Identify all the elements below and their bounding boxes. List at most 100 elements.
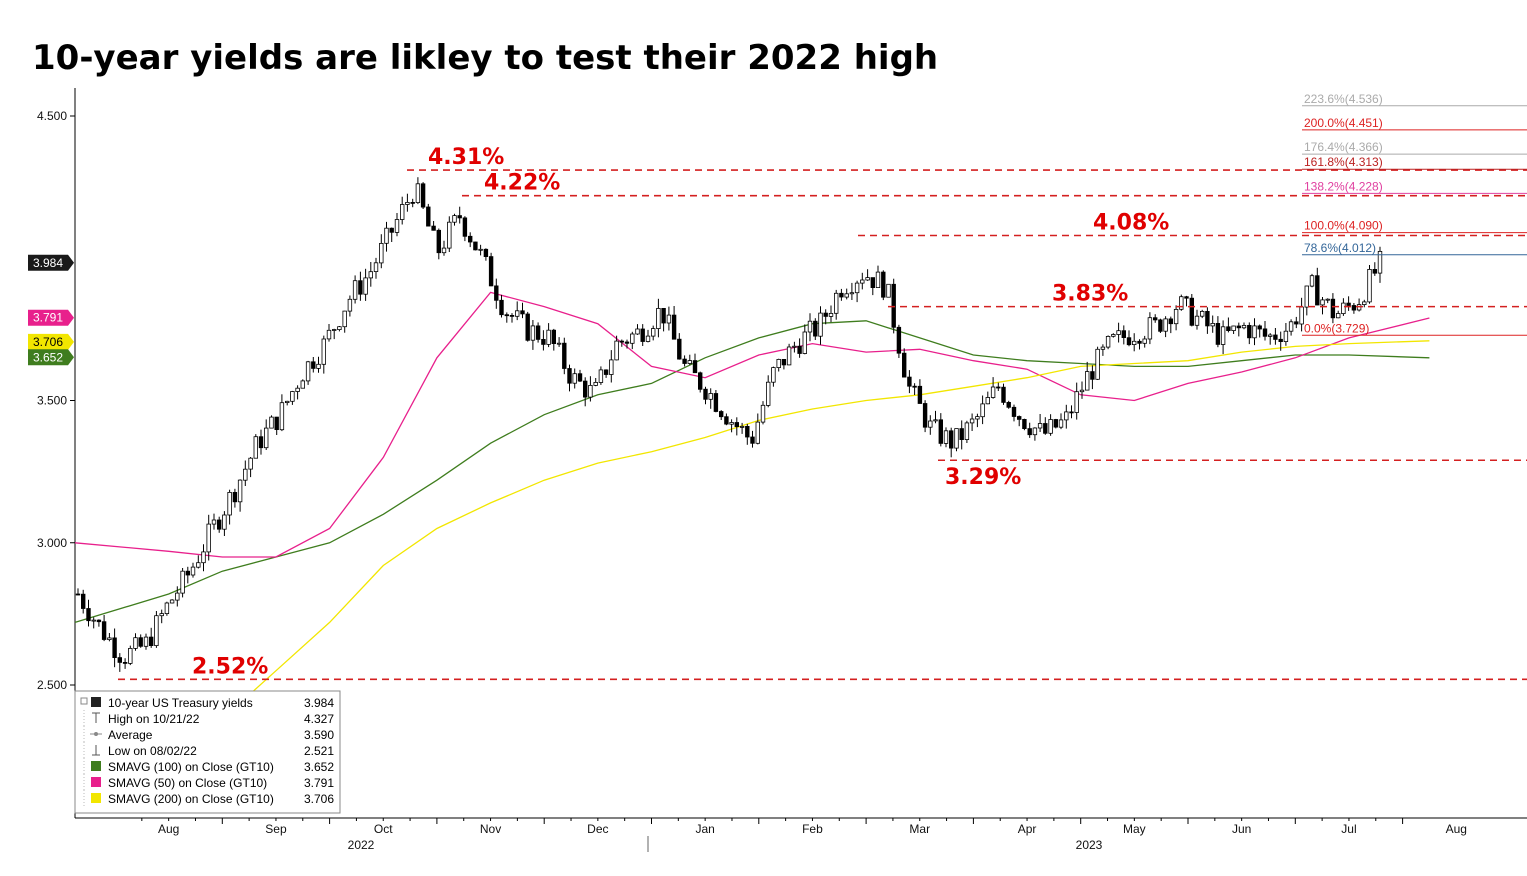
candle-body xyxy=(1257,325,1262,330)
candle-body xyxy=(645,335,651,342)
candle-body xyxy=(1330,298,1336,319)
candle-body xyxy=(1069,411,1074,414)
candle-body xyxy=(875,271,881,289)
candle-body xyxy=(1111,334,1116,337)
candle-body xyxy=(666,314,672,324)
candle-body xyxy=(379,242,384,264)
candle-body xyxy=(1194,315,1200,326)
candle-body xyxy=(818,312,823,337)
candle-body xyxy=(274,416,279,431)
candle-body xyxy=(253,436,258,459)
legend-row: Low on 08/02/22 2.521 xyxy=(83,742,334,758)
candle-body xyxy=(823,312,828,317)
candle-body xyxy=(1273,334,1278,340)
candle-body xyxy=(175,592,180,601)
candle-body xyxy=(363,277,368,295)
candle-body xyxy=(562,342,567,369)
chart-title: 10-year yields are likley to test their … xyxy=(32,38,939,78)
candle-body xyxy=(488,256,494,287)
candle-body xyxy=(1147,317,1153,340)
candle-body xyxy=(1205,310,1210,327)
badge-shape xyxy=(28,349,74,366)
candle-body xyxy=(122,662,128,664)
candle-body xyxy=(452,215,457,223)
legend-name: 10-year US Treasury yields xyxy=(108,696,253,710)
legend-value: 2.521 xyxy=(304,744,334,758)
candle-body xyxy=(420,183,426,208)
candle-body xyxy=(467,235,473,243)
annotation-lines: 4.31%4.22% 4.08% 3.83% 3.29% 2.52% xyxy=(118,145,1527,681)
candle-body xyxy=(849,292,855,295)
candle-body xyxy=(143,636,149,647)
candle-body xyxy=(577,373,583,382)
candle-body xyxy=(713,393,719,412)
fib-label: 200.0%(4.451) xyxy=(1304,116,1383,130)
fib-label: 176.4%(4.366) xyxy=(1304,140,1383,154)
candle-body xyxy=(1309,275,1315,287)
value-badge: 3.984 xyxy=(28,254,74,271)
candle-body xyxy=(112,637,117,659)
candle-body xyxy=(609,359,614,375)
candle-body xyxy=(1011,406,1017,417)
candle-body xyxy=(760,404,766,423)
candle-body xyxy=(311,361,316,369)
candle-body xyxy=(180,570,185,594)
fib-label: 100.0%(4.090) xyxy=(1304,219,1383,233)
fib-label: 78.6%(4.012) xyxy=(1304,241,1376,255)
candle-body xyxy=(1336,313,1341,319)
legend-value: 3.984 xyxy=(304,696,334,710)
candle-body xyxy=(478,248,483,251)
candle-body xyxy=(535,325,541,340)
candle-body xyxy=(389,227,394,233)
candle-body xyxy=(786,346,792,366)
candle-body xyxy=(1017,416,1022,420)
candle-body xyxy=(196,562,201,568)
candle-body xyxy=(431,225,436,231)
candle-body xyxy=(473,241,478,251)
candle-body xyxy=(1032,427,1038,436)
candle-body xyxy=(598,369,604,383)
candle-body xyxy=(1074,391,1079,413)
candle-body xyxy=(1351,305,1357,311)
candle-body xyxy=(865,277,870,281)
candle-body xyxy=(682,358,687,364)
candle-body xyxy=(284,400,290,403)
badge-shape xyxy=(28,333,74,350)
candle-body xyxy=(943,430,949,444)
candle-body xyxy=(671,314,677,340)
candle-body xyxy=(410,201,415,204)
candle-body xyxy=(321,338,326,365)
candle-body xyxy=(745,425,750,438)
candle-body xyxy=(384,227,389,244)
candle-body xyxy=(1027,428,1032,436)
candle-body xyxy=(703,388,708,400)
candle-body xyxy=(739,425,745,428)
candle-body xyxy=(232,491,238,503)
candle-body xyxy=(750,436,755,444)
candle-body xyxy=(91,619,96,622)
candle-body xyxy=(933,419,938,422)
fib-label: 138.2%(4.228) xyxy=(1304,179,1383,193)
fib-label: 0.0%(3.729) xyxy=(1304,321,1369,335)
candle-body xyxy=(504,314,509,317)
candle-body xyxy=(295,387,300,392)
candle-body xyxy=(441,247,447,254)
candle-body xyxy=(902,352,907,378)
candle-body xyxy=(1304,285,1309,308)
candle-body xyxy=(635,328,640,335)
candle-body xyxy=(912,385,917,388)
x-year-label: 2023 xyxy=(1076,838,1103,852)
candle-body xyxy=(148,636,154,646)
badge-shape xyxy=(28,254,74,271)
candle-body xyxy=(1325,298,1330,301)
candle-body xyxy=(881,271,886,298)
candle-body xyxy=(1294,321,1299,325)
y-tick-label: 3.500 xyxy=(37,394,67,408)
candle-body xyxy=(959,428,964,441)
candle-body xyxy=(907,376,912,387)
annotation-label: 4.31% xyxy=(428,145,504,170)
candle-body xyxy=(1126,337,1132,346)
candle-body xyxy=(483,248,489,258)
y-tick-label: 3.000 xyxy=(37,536,67,550)
